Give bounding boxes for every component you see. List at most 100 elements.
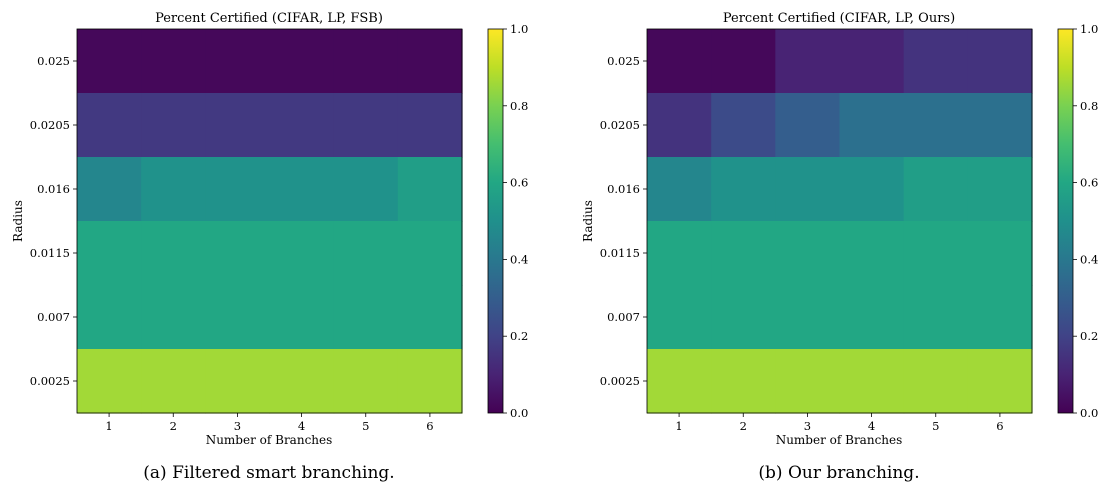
- heatmap-cell: [333, 29, 399, 94]
- heatmap-cell: [839, 349, 905, 414]
- heatmap-cell: [333, 157, 399, 222]
- heatmap-cell: [333, 349, 399, 414]
- heatmap-cell: [397, 349, 463, 414]
- heatmap-cell: [333, 221, 399, 286]
- heatmap-cell: [269, 221, 335, 286]
- y-tick-label: 0.0115: [30, 246, 70, 260]
- x-tick-label: 6: [996, 419, 1003, 433]
- heatmap-cell: [141, 349, 206, 414]
- heatmap-cell: [397, 29, 463, 94]
- heatmap-cell: [967, 221, 1033, 286]
- heatmap-cell: [647, 29, 712, 94]
- colorbar-tick-label: 0.0: [1080, 406, 1098, 420]
- colorbar-tick-label: 0.8: [1080, 99, 1098, 113]
- heatmap-cell: [397, 93, 463, 158]
- heatmap-cell: [205, 29, 271, 94]
- heatmap-cell: [839, 221, 905, 286]
- heatmap-cell: [647, 157, 712, 222]
- colorbar-gradient: [487, 28, 504, 414]
- y-tick-label: 0.007: [607, 310, 640, 324]
- x-tick-label: 1: [675, 419, 682, 433]
- heatmap-cell: [269, 29, 335, 94]
- y-tick-label: 0.025: [607, 54, 640, 68]
- y-axis-label: Radius: [581, 200, 595, 242]
- heatmap-cell: [775, 29, 841, 94]
- heatmap-panel-1: Percent Certified (CIFAR, LP, FSB) 1 2 3 4 5 6…: [11, 11, 528, 483]
- heatmap-cell: [397, 221, 463, 286]
- heatmap-cell: [269, 93, 335, 158]
- y-tick-label: 0.007: [37, 310, 70, 324]
- heatmap-cell: [205, 349, 271, 414]
- heatmap-cell: [205, 157, 271, 222]
- heatmap-cell: [711, 157, 776, 222]
- heatmap-cell: [775, 93, 841, 158]
- heatmap-cell: [269, 349, 335, 414]
- heatmap-cell: [141, 221, 206, 286]
- y-tick-label: 0.025: [37, 54, 70, 68]
- y-tick-label: 0.0115: [600, 246, 640, 260]
- heatmap-cell: [775, 349, 841, 414]
- heatmap-cell: [141, 93, 206, 158]
- x-tick-label: 5: [362, 419, 369, 433]
- heatmap-cell: [269, 285, 335, 350]
- x-tick-label: 4: [868, 419, 875, 433]
- heatmap-cell: [269, 157, 335, 222]
- heatmap-cell: [141, 157, 206, 222]
- heatmap-cell: [839, 285, 905, 350]
- colorbar-gradient: [1057, 28, 1074, 414]
- heatmap-cell: [711, 93, 776, 158]
- x-tick-label: 4: [298, 419, 305, 433]
- heatmap-cell: [967, 349, 1033, 414]
- colorbar-tick-label: 0.2: [510, 329, 528, 343]
- colorbar-tick-label: 0.8: [510, 99, 528, 113]
- colorbar-tick-label: 1.0: [510, 22, 528, 36]
- heatmap-cell: [647, 93, 712, 158]
- heatmap-cell: [205, 285, 271, 350]
- colorbar-tick-label: 0.6: [1080, 176, 1098, 190]
- heatmap-cell: [647, 221, 712, 286]
- heatmap-cell: [903, 93, 969, 158]
- colorbar-tick-label: 1.0: [1080, 22, 1098, 36]
- heatmap-cell: [205, 93, 271, 158]
- heatmap-cell: [903, 285, 969, 350]
- heatmap-cell: [839, 93, 905, 158]
- heatmap-cell: [333, 285, 399, 350]
- heatmap-cell: [711, 285, 776, 350]
- heatmap-cell: [903, 157, 969, 222]
- x-tick-label: 5: [932, 419, 939, 433]
- heatmap-cell: [77, 349, 142, 414]
- plot-frame: [76, 28, 463, 414]
- heatmap-cell: [967, 285, 1033, 350]
- x-tick-label: 3: [804, 419, 811, 433]
- heatmap-cell: [711, 221, 776, 286]
- x-tick-label: 6: [426, 419, 433, 433]
- x-axis-label: Number of Branches: [776, 433, 903, 447]
- chart-title: Percent Certified (CIFAR, LP, FSB): [155, 11, 383, 26]
- x-tick-label: 3: [234, 419, 241, 433]
- colorbar-tick-label: 0.6: [510, 176, 528, 190]
- y-tick-label: 0.0025: [600, 374, 640, 388]
- heatmap-cell: [205, 221, 271, 286]
- heatmap-cell: [711, 29, 776, 94]
- y-axis-label: Radius: [11, 200, 25, 242]
- x-tick-label: 2: [740, 419, 747, 433]
- heatmap-cell: [77, 29, 142, 94]
- heatmap-cell: [141, 285, 206, 350]
- colorbar-tick-label: 0.0: [510, 406, 528, 420]
- colorbar: 0.0 0.2 0.4 0.6 0.8 1.0: [1057, 22, 1098, 420]
- heatmap-cell: [903, 29, 969, 94]
- chart-title: Percent Certified (CIFAR, LP, Ours): [723, 11, 955, 26]
- figure-caption: (b) Our branching.: [758, 463, 919, 483]
- heatmap-cell: [775, 157, 841, 222]
- heatmap-cell: [903, 349, 969, 414]
- heatmap-cell: [775, 285, 841, 350]
- heatmap-cell: [839, 157, 905, 222]
- x-axis-label: Number of Branches: [206, 433, 333, 447]
- heatmap-cell: [839, 29, 905, 94]
- colorbar-tick-label: 0.4: [510, 252, 528, 266]
- x-tick-label: 1: [105, 419, 112, 433]
- colorbar-tick-label: 0.4: [1080, 252, 1098, 266]
- figure-caption: (a) Filtered smart branching.: [143, 463, 394, 483]
- plot-frame: [646, 28, 1033, 414]
